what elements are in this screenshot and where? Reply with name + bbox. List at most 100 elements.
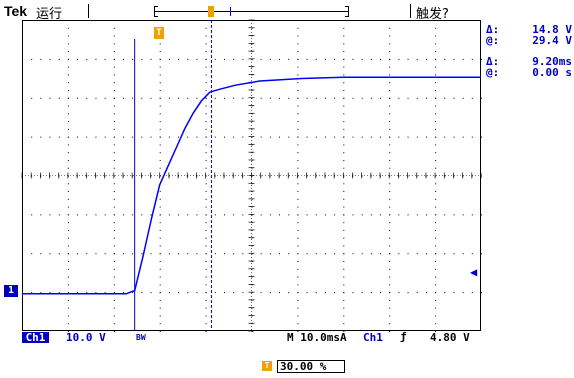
grid-dot [352,253,354,255]
delta-v-value: 14.8 V [532,23,572,36]
grid-dot [150,58,152,60]
grid-dot [279,97,281,99]
grid-dot [141,58,143,60]
grid-dot [407,97,409,99]
grid-dot [435,214,437,216]
grid-dot [22,214,23,216]
at-t-value: 0.00 s [532,66,572,79]
grid-dot [435,198,437,200]
grid-dot [205,206,207,208]
grid-dot [389,284,391,286]
at-v-label: @: [486,34,500,47]
grid-dot [297,74,299,76]
grid-dot [343,20,345,21]
ch1-indicator[interactable]: Ch1 [22,332,49,343]
grid-dot [205,245,207,247]
record-position-bar [154,11,349,12]
grid-dot [260,136,262,138]
grid-dot [95,253,97,255]
grid-dot [159,284,161,286]
grid-dot [104,97,106,99]
grid-dot [205,113,207,115]
grid-dot [269,292,271,294]
grid-dot [444,136,446,138]
grid-dot [67,175,69,177]
grid-dot [416,58,418,60]
grid-dot [77,58,79,60]
grid-dot [370,214,372,216]
grid-dot [435,245,437,247]
grid-dot [31,136,33,138]
trigger-marker[interactable]: T [154,27,164,39]
grid-dot [67,222,69,224]
grid-dot [122,253,124,255]
grid-dot [361,175,363,177]
grid-dot [398,175,400,177]
grid-dot [389,206,391,208]
grid-dot [159,292,161,294]
grid-dot [288,175,290,177]
grid-dot [132,253,134,255]
grid-dot [67,284,69,286]
grid-dot [187,175,189,177]
grid-dot [40,58,42,60]
grid-dot [444,97,446,99]
grid-dot [159,222,161,224]
grid-dot [77,97,79,99]
grid-dot [416,253,418,255]
grid-dot [288,58,290,60]
grid-dot [113,292,115,294]
grid-dot [352,136,354,138]
grid-dot [435,229,437,231]
grid-dot [334,58,336,60]
grid-dot [343,315,345,317]
grid-dot [251,229,253,231]
grid-dot [159,144,161,146]
grid-dot [343,183,345,185]
grid-dot [389,323,391,325]
grid-dot [95,136,97,138]
grid-dot [58,175,60,177]
record-window-left [154,6,158,17]
grid-dot [425,58,427,60]
grid-dot [306,253,308,255]
grid-dot [251,152,253,154]
grid-dot [389,144,391,146]
grid-dot [251,89,253,91]
grid-dot [444,253,446,255]
grid-dot [159,43,161,45]
grid-dot [95,292,97,294]
grid-dot [324,136,326,138]
grid-dot [67,35,69,37]
grid-dot [288,253,290,255]
grid-dot [159,229,161,231]
grid-dot [150,292,152,294]
grid-dot [159,152,161,154]
grid-dot [343,229,345,231]
grid-dot [343,66,345,68]
grid-dot [178,97,180,99]
grid-dot [389,20,391,21]
grid-dot [159,307,161,309]
grid-dot [196,136,198,138]
grid-dot [389,152,391,154]
grid-dot [352,58,354,60]
grid-dot [132,97,134,99]
grid-dot [178,292,180,294]
grid-dot [297,175,299,177]
grid-dot [122,214,124,216]
grid-dot [251,284,253,286]
grid-dot [31,253,33,255]
ch1-ground-marker[interactable]: 1 [4,285,18,297]
grid-dot [435,299,437,301]
grid-dot [40,253,42,255]
grid-dot [150,214,152,216]
grid-dot [343,307,345,309]
trigger-level-arrow[interactable]: ◀ [470,265,478,279]
time-per-div: M 10.0ms [287,331,340,344]
grid-dot [205,51,207,53]
grid-dot [297,307,299,309]
bw-limit-badge: BW [136,333,146,342]
grid-dot [444,214,446,216]
grid-dot [242,292,244,294]
